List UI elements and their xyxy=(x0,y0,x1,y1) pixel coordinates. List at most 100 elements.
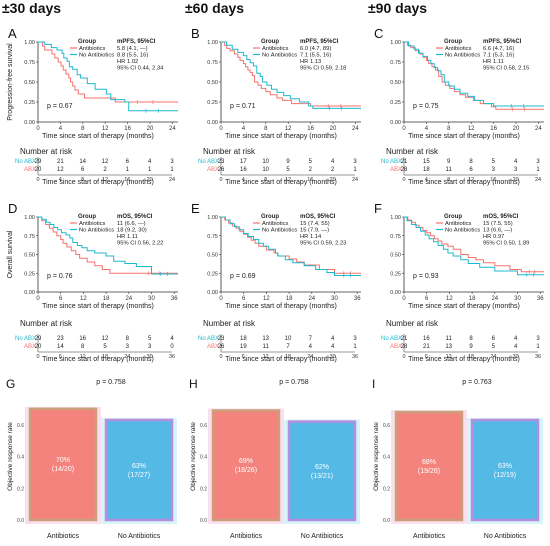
legend-entry: Antibiotics xyxy=(262,221,289,227)
risk-count: 8 xyxy=(469,159,473,165)
no-antibiotics-curve xyxy=(38,41,178,112)
x-tick-label: 24 xyxy=(169,126,176,132)
stats-line: 15 (7.9, —) xyxy=(300,228,329,234)
risk-table-title: Number at risk xyxy=(386,147,439,156)
legend-entry: No Antibiotics xyxy=(445,228,480,234)
panel-label: H xyxy=(189,377,198,391)
bar-count-label: (18/26) xyxy=(235,467,257,474)
risk-count: 12 xyxy=(102,336,109,342)
x-tick-label: 6 xyxy=(59,296,63,302)
legend-title: Group xyxy=(78,39,96,45)
risk-time-label: 24 xyxy=(535,177,541,183)
y-tick-label: 0.25 xyxy=(24,100,35,106)
stats-line: 7.1 (5.3, 16) xyxy=(483,53,514,59)
p-value: p = 0.76 xyxy=(47,273,73,280)
bar-antibiotics xyxy=(211,409,281,522)
risk-time-label: 30 xyxy=(147,354,153,360)
x-tick-label: 36 xyxy=(537,296,544,302)
risk-time-label: 0 xyxy=(402,177,405,183)
panel-label: B xyxy=(191,26,200,41)
stats-line: 95% CI 0.59, 2.23 xyxy=(300,241,346,247)
p-value: p = 0.67 xyxy=(47,103,73,110)
risk-time-label: 12 xyxy=(285,177,291,183)
bar-percent-label: 63% xyxy=(498,463,512,470)
risk-count: 3 xyxy=(514,167,518,173)
stats-line: 13 (6.6, —) xyxy=(483,228,512,234)
risk-table-title: Number at risk xyxy=(20,147,73,156)
risk-count: 10 xyxy=(262,167,269,173)
y-axis-title: Objective response rate xyxy=(190,422,197,491)
y-tick-label: 0.50 xyxy=(24,253,35,259)
risk-count: 16 xyxy=(240,167,247,173)
stats-line: 8.8 (5.5, 16) xyxy=(117,53,148,59)
legend-title: Group xyxy=(78,214,96,220)
risk-count: 4 xyxy=(514,159,518,165)
legend-entry: No Antibiotics xyxy=(262,53,297,59)
p-value: p = 0.75 xyxy=(413,103,439,110)
no-antibiotics-curve xyxy=(404,41,544,107)
risk-count: 15 xyxy=(423,159,430,165)
column-header-60-days: ±60 days xyxy=(185,0,244,16)
y-tick-label: 0.25 xyxy=(390,100,401,106)
risk-count: 20 xyxy=(35,167,42,173)
legend-title: Group xyxy=(444,39,462,45)
x-tick-label: 0 xyxy=(402,126,406,132)
x-tick-label: 8 xyxy=(81,126,85,132)
stats-line: 95% CI 0.56, 2.22 xyxy=(117,241,163,247)
risk-time-label: 6 xyxy=(425,354,428,360)
risk-count: 14 xyxy=(79,159,86,165)
risk-table-title: Number at risk xyxy=(20,319,73,328)
risk-row-label-abx: ABX xyxy=(24,344,36,350)
risk-row-label-abx: ABX xyxy=(390,167,402,173)
y-tick-label: 0.50 xyxy=(207,80,218,86)
y-tick-label: 1.00 xyxy=(24,215,35,221)
risk-count: 7 xyxy=(286,344,290,350)
stats-header: mPFS, 95%CI xyxy=(117,39,156,45)
x-tick-label: 12 xyxy=(80,296,87,302)
y-tick-label: 1.00 xyxy=(390,40,401,46)
risk-table-x-title: Time since start of therapy (months) xyxy=(42,356,154,363)
stats-line: 6.6 (4.7, 16) xyxy=(483,46,514,52)
risk-time-label: 20 xyxy=(330,177,336,183)
risk-time-label: 0 xyxy=(402,354,405,360)
risk-count: 0 xyxy=(170,344,174,350)
y-tick-label: 0.0 xyxy=(383,518,390,524)
risk-count: 18 xyxy=(423,167,430,173)
y-tick-label: 0.25 xyxy=(207,271,218,277)
risk-time-label: 4 xyxy=(242,177,245,183)
risk-time-label: 16 xyxy=(490,177,496,183)
risk-count: 17 xyxy=(240,159,247,165)
x-tick-label: 16 xyxy=(124,126,131,132)
y-tick-label: 0.4 xyxy=(17,455,24,461)
antibiotics-curve xyxy=(404,216,544,273)
p-value: p = 0.758 xyxy=(96,379,125,386)
y-tick-label: 0.00 xyxy=(24,290,35,296)
bar-percent-label: 62% xyxy=(315,464,329,471)
x-tick-label: 16 xyxy=(490,126,497,132)
y-tick-label: 0.00 xyxy=(24,120,35,126)
risk-count: 3 xyxy=(492,167,496,173)
risk-count: 9 xyxy=(286,159,290,165)
p-value: p = 0.763 xyxy=(462,379,491,386)
risk-count: 4 xyxy=(148,159,152,165)
panel-label: G xyxy=(6,377,15,391)
legend-entry: No Antibiotics xyxy=(445,53,480,59)
y-tick-label: 0.4 xyxy=(200,455,207,461)
risk-count: 6 xyxy=(81,167,85,173)
x-tick-label: 24 xyxy=(491,296,498,302)
risk-time-label: 12 xyxy=(468,177,474,183)
risk-count: 8 xyxy=(126,336,130,342)
risk-table-title: Number at risk xyxy=(386,319,439,328)
risk-count: 28 xyxy=(401,344,408,350)
risk-row-label-abx: ABX xyxy=(207,167,219,173)
column-headers: ±30 days ±60 days ±90 days xyxy=(2,0,427,16)
x-tick-label: 0 xyxy=(402,296,406,302)
risk-table-title: Number at risk xyxy=(203,319,256,328)
stats-line: 15 (7.5, 55) xyxy=(483,221,513,227)
bar-percent-label: 70% xyxy=(56,457,70,464)
risk-time-label: 4 xyxy=(59,177,62,183)
y-tick-label: 0.6 xyxy=(383,423,390,429)
